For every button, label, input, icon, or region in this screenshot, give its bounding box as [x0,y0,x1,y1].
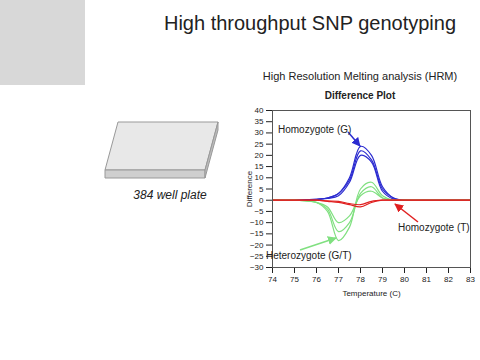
svg-text:15: 15 [255,162,264,171]
svg-text:82: 82 [444,275,453,284]
svg-text:83: 83 [466,275,475,284]
svg-text:35: 35 [255,117,264,126]
svg-text:−5: −5 [254,207,264,216]
svg-text:5: 5 [259,185,264,194]
html-text:High Resolution Melting analys: High Resolution Melting analysis (HRM) [262,70,458,82]
html-text:High throughput SNP genotyping: High throughput SNP genotyping [164,12,456,34]
svg-text:30: 30 [255,128,264,137]
svg-text:−20: −20 [250,241,264,250]
html-text:Heterozygote (G/T): Heterozygote (G/T) [266,250,352,261]
svg-text:25: 25 [255,140,264,149]
html-text:Difference Plot: Difference Plot [324,90,396,101]
html-text:384 well plate: 384 well plate [133,188,207,202]
svg-text:−10: −10 [250,218,264,227]
svg-text:0: 0 [259,196,264,205]
svg-text:Temperature (C): Temperature (C) [342,289,401,298]
svg-text:80: 80 [400,275,409,284]
svg-text:77: 77 [334,275,343,284]
svg-text:81: 81 [422,275,431,284]
svg-text:40: 40 [255,106,264,115]
svg-text:20: 20 [255,151,264,160]
svg-text:74: 74 [268,275,277,284]
svg-text:Difference: Difference [245,170,254,207]
html-text:Homozygote (T): Homozygote (T) [398,222,470,233]
html-text:Homozygote (G): Homozygote (G) [278,124,352,135]
svg-text:78: 78 [356,275,365,284]
svg-text:10: 10 [255,173,264,182]
svg-text:75: 75 [290,275,299,284]
svg-text:−15: −15 [250,229,264,238]
svg-text:76: 76 [312,275,321,284]
svg-text:79: 79 [378,275,387,284]
svg-text:−30: −30 [250,263,264,272]
svg-text:−25: −25 [250,252,264,261]
